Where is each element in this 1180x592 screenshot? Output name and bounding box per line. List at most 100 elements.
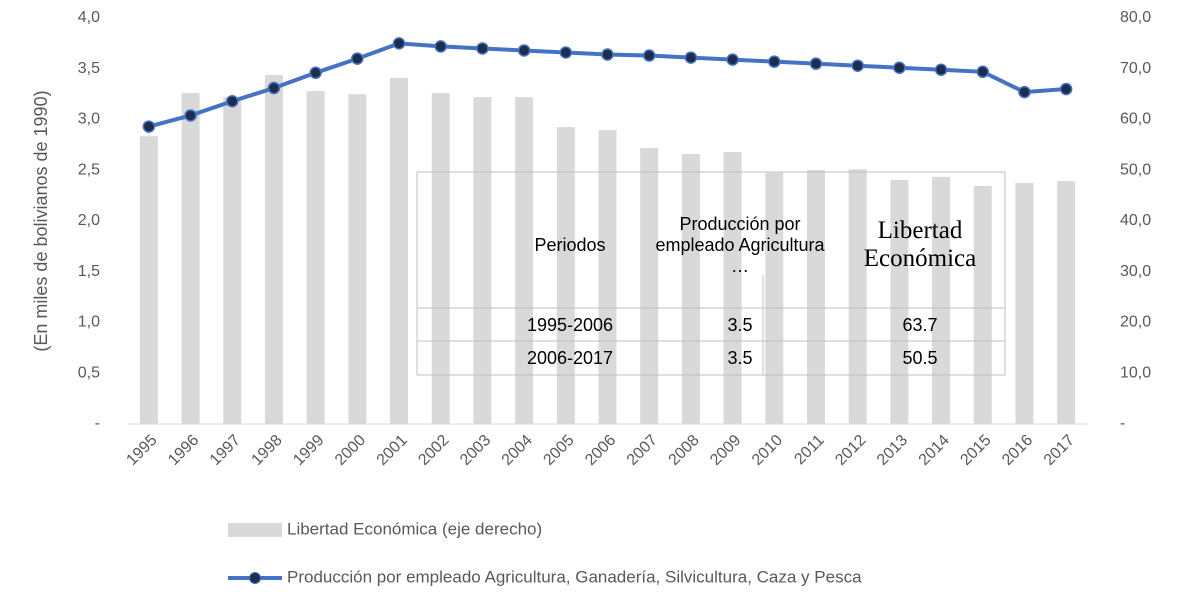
- bar: [723, 151, 742, 425]
- y-tick-label: 2,0: [78, 212, 100, 229]
- y-tick-label: 2,5: [78, 161, 100, 178]
- marker: [225, 94, 239, 108]
- y2-tick-label: 40,0: [1120, 212, 1151, 229]
- bar: [932, 176, 951, 424]
- bar: [765, 172, 784, 424]
- x-tick-label: 2006: [582, 432, 619, 469]
- x-tick-label: 2013: [874, 432, 911, 469]
- y-tick-label: 3,0: [78, 111, 100, 128]
- legend-marker: [249, 572, 261, 584]
- table-cell: 50.5: [902, 347, 938, 368]
- bar: [848, 169, 867, 424]
- bar: [473, 97, 492, 425]
- y2-tick-label: 60,0: [1120, 111, 1151, 128]
- table-cell: 3.5: [727, 314, 753, 335]
- table-cell: 2006-2017: [526, 347, 614, 368]
- table-cell: 3.5: [727, 347, 753, 368]
- x-tick-label: 2004: [499, 432, 536, 469]
- marker: [726, 53, 739, 66]
- inner-table: [416, 171, 1006, 376]
- marker: [768, 55, 781, 68]
- x-tick-label: 2009: [707, 432, 744, 469]
- x-tick-label: 2008: [666, 432, 703, 469]
- bar: [1057, 180, 1076, 424]
- marker: [351, 52, 364, 65]
- marker: [559, 46, 573, 59]
- bar: [223, 97, 242, 425]
- y-tick-label: -: [95, 415, 100, 432]
- x-tick-label: 2005: [540, 432, 577, 469]
- marker: [809, 57, 823, 70]
- x-tick-label: 2015: [957, 432, 994, 469]
- marker: [392, 37, 406, 50]
- table-cell: Libertad Económica: [863, 217, 977, 272]
- x-tick-label: 1997: [207, 432, 244, 469]
- bar: [681, 154, 700, 424]
- bar: [264, 74, 283, 424]
- marker: [184, 109, 197, 122]
- x-tick-label: 2010: [749, 432, 786, 469]
- table-cell: 1995-2006: [526, 314, 614, 335]
- x-tick-label: 2012: [832, 432, 869, 469]
- y2-tick-label: 80,0: [1120, 9, 1151, 26]
- y2-tick-label: 30,0: [1120, 263, 1151, 280]
- bar: [973, 185, 992, 424]
- y2-tick-label: 50,0: [1120, 161, 1151, 178]
- y-tick-label: 0,5: [78, 364, 100, 381]
- bar: [515, 97, 534, 425]
- bar: [1015, 182, 1034, 424]
- y-axis-label: (En miles de bolivianos de 1990): [31, 90, 51, 351]
- marker: [934, 63, 948, 77]
- x-tick-label: 2002: [415, 432, 452, 469]
- bar: [640, 147, 659, 425]
- x-tick-label: 2011: [791, 432, 827, 468]
- x-tick-label: 2001: [374, 432, 411, 469]
- legend-label: Libertad Económica (eje derecho): [287, 519, 542, 538]
- y2-tick-label: 10,0: [1120, 364, 1151, 381]
- marker: [517, 44, 531, 57]
- x-tick-label: 2000: [332, 432, 369, 469]
- x-tick-label: 2007: [624, 432, 661, 469]
- y-tick-label: 4,0: [78, 9, 100, 26]
- bar: [431, 93, 450, 425]
- bar: [390, 77, 409, 424]
- marker: [893, 61, 906, 74]
- marker: [1059, 82, 1073, 96]
- marker: [684, 51, 698, 64]
- x-tick-label: 1995: [123, 432, 160, 469]
- y-tick-label: 3,5: [78, 60, 100, 77]
- x-tick-label: 2003: [457, 432, 494, 469]
- bar: [306, 91, 325, 424]
- marker: [851, 59, 864, 72]
- table-cell: Periodos: [534, 234, 606, 255]
- x-tick-label: 2017: [1041, 432, 1078, 469]
- x-tick-label: 2014: [916, 432, 953, 469]
- y2-tick-label: -: [1120, 415, 1125, 432]
- marker: [642, 49, 656, 62]
- bar: [348, 94, 367, 424]
- y2-tick-label: 20,0: [1120, 314, 1151, 331]
- bar: [598, 130, 617, 424]
- y-tick-label: 1,0: [78, 314, 100, 331]
- marker: [976, 65, 990, 79]
- x-tick-label: 1998: [249, 432, 286, 469]
- table-cell: 63.7: [902, 314, 938, 335]
- x-tick-label: 1999: [290, 432, 327, 469]
- marker: [476, 42, 489, 55]
- legend-swatch: [228, 523, 282, 537]
- table-cell: Producción por empleado Agricultura …: [655, 213, 825, 276]
- bar: [806, 170, 825, 424]
- marker: [142, 120, 156, 133]
- legend-label: Producción por empleado Agricultura, Gan…: [287, 567, 862, 586]
- y2-tick-label: 70,0: [1120, 60, 1151, 77]
- y-tick-label: 1,5: [78, 263, 100, 280]
- bar: [139, 136, 158, 424]
- marker: [309, 66, 322, 80]
- bar: [890, 179, 909, 424]
- bar: [181, 93, 200, 425]
- x-tick-label: 2016: [999, 432, 1036, 469]
- bar: [556, 127, 575, 425]
- x-tick-label: 1996: [165, 432, 202, 469]
